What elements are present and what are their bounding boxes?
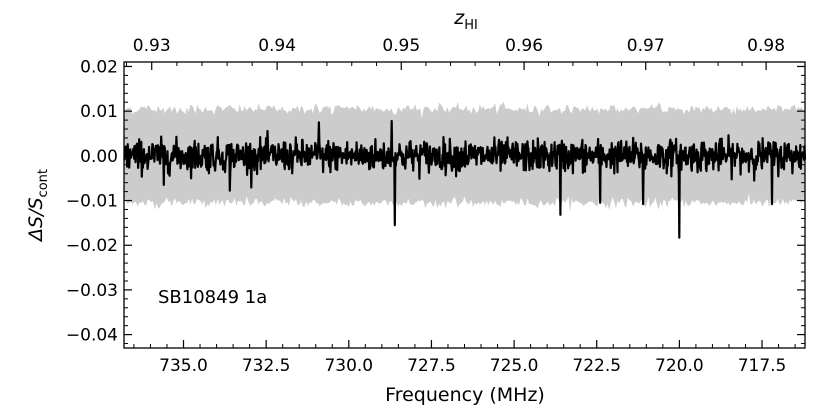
spectrum-line xyxy=(123,119,807,239)
top-axis-label-sub: HI xyxy=(464,18,478,33)
axes: 735.0 732.5 730.0 727.5 725.0 722.5 720.0 717.5… xyxy=(66,36,806,376)
x-tick-label: 735.0 xyxy=(159,356,208,376)
top-tick-label: 0.93 xyxy=(133,36,171,56)
y-axis-label: ΔS/Scont xyxy=(25,169,51,243)
y-tick-label: 0.00 xyxy=(80,147,118,167)
x-tick-label: 717.5 xyxy=(738,356,787,376)
y-tick-label: −0.02 xyxy=(66,236,118,256)
x-tick-label: 730.0 xyxy=(324,356,373,376)
y-tick-label: −0.04 xyxy=(66,326,118,346)
top-axis-label: zHI xyxy=(453,7,478,33)
top-tick-label: 0.94 xyxy=(258,36,296,56)
x-tick-label: 732.5 xyxy=(242,356,291,376)
x-axis-label: Frequency (MHz) xyxy=(385,384,545,406)
y-tick-label: 0.01 xyxy=(80,102,118,122)
top-axis-label-main: z xyxy=(453,7,465,29)
y-tick-label: 0.02 xyxy=(80,57,118,77)
x-tick-label: 720.0 xyxy=(655,356,704,376)
top-tick-label: 0.98 xyxy=(747,36,785,56)
y-axis-label-main: ΔS/S xyxy=(25,197,47,243)
top-tick-label: 0.97 xyxy=(627,36,665,56)
y-axis-label-sub: cont xyxy=(36,169,51,197)
x-tick-label: 725.0 xyxy=(490,356,539,376)
y-tick-label: −0.01 xyxy=(66,192,118,212)
plot-area xyxy=(123,101,807,239)
x-tick-label: 722.5 xyxy=(572,356,621,376)
y-tick-label: −0.03 xyxy=(66,281,118,301)
panel-annotation: SB10849 1a xyxy=(158,287,267,308)
x-tick-label: 727.5 xyxy=(407,356,456,376)
top-tick-label: 0.95 xyxy=(382,36,420,56)
top-tick-label: 0.96 xyxy=(505,36,543,56)
